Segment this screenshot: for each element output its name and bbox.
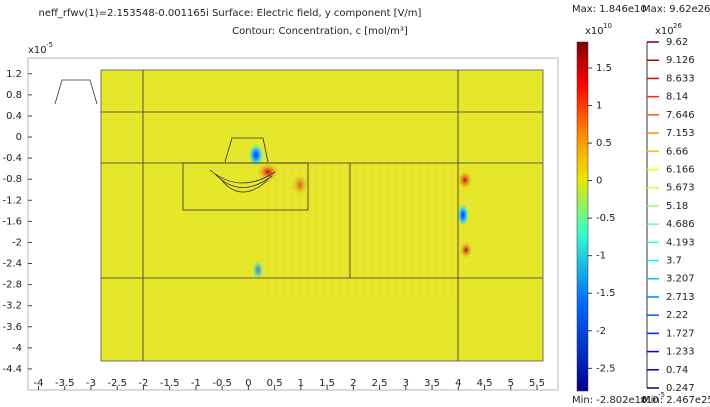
y-tick-label: -2.4: [2, 259, 22, 270]
y-tick-label: 0.8: [6, 90, 22, 101]
x-tick-label: -2: [138, 378, 148, 389]
colorbar-tick-label: 1: [596, 101, 602, 112]
colorbar-tick-label: 9.62: [666, 37, 688, 48]
x-tick-label: 1: [298, 378, 304, 389]
colorbar-tick-label: 0: [596, 176, 602, 187]
x-tick-label: -3.5: [55, 378, 75, 389]
colorbar-tick-label: 1.5: [596, 63, 612, 74]
colorbar-tick-label: 3.207: [666, 274, 695, 285]
colorbar-tick-label: -0.5: [596, 213, 616, 224]
x-tick-label: 5: [508, 378, 514, 389]
chart: neff_rfwv(1)=2.153548-0.001165i Surface:…: [0, 0, 710, 407]
x-tick-label: 3: [403, 378, 409, 389]
colorbar-tick-label: 5.673: [666, 183, 695, 194]
x-tick-label: -0.5: [212, 378, 232, 389]
x-tick-label: -2.5: [107, 378, 127, 389]
y-tick-label: -1.2: [2, 195, 22, 206]
colorbar: [577, 42, 588, 391]
colorbar-tick-label: -1: [596, 251, 606, 262]
y-tick-label: -2: [12, 237, 22, 248]
x-tick-label: 2: [350, 378, 356, 389]
colorbar-min: Min: -2.802e10: [572, 395, 647, 406]
field: [55, 70, 543, 361]
x-tick-label: 3.5: [424, 378, 440, 389]
y-tick-label: -2.8: [2, 280, 22, 291]
y-tick-label: -0.8: [2, 174, 22, 185]
colorbar-tick-label: 0.5: [596, 138, 612, 149]
colorbar-tick-label: 0.74: [666, 365, 688, 376]
colorbar-max: Max: 1.846e10: [572, 4, 647, 15]
colorbar-tick-label: -2: [596, 326, 606, 337]
x-tick-label: -1: [191, 378, 201, 389]
colorbar-max: Max: 9.62e26: [642, 4, 710, 15]
colorbar-tick-label: 8.633: [666, 73, 695, 84]
x-tick-label: -4: [34, 378, 44, 389]
y-tick-label: -4.4: [2, 364, 22, 375]
colorbar-tick-label: 7.153: [666, 128, 695, 139]
x-tick-label: 2.5: [372, 378, 388, 389]
x-tick-label: 0: [245, 378, 251, 389]
colorbar-tick-label: 0.247: [666, 383, 695, 394]
y-tick-label: -3.6: [2, 322, 22, 333]
colorbar-tick-label: 5.18: [666, 201, 688, 212]
y-tick-label: -3.2: [2, 301, 22, 312]
colorbar-tick-label: 1.233: [666, 347, 695, 358]
x-tick-label: 4.5: [477, 378, 493, 389]
colorbar-exponent: 26: [673, 22, 682, 30]
y-tick-label: -4: [12, 343, 22, 354]
title: neff_rfwv(1)=2.153548-0.001165i Surface:…: [39, 8, 422, 19]
colorbar-multiplier: x10: [655, 26, 674, 37]
colorbar-tick-label: 9.126: [666, 55, 695, 66]
colorbar-exponent: 10: [603, 22, 612, 30]
colorbar-tick-label: 2.22: [666, 310, 688, 321]
colorbar-tick-label: 6.166: [666, 164, 695, 175]
subtitle: Contour: Concentration, c [mol/m³]: [232, 26, 408, 37]
x-tick-label: 0.5: [267, 378, 283, 389]
x-tick-label: 4: [455, 378, 461, 389]
x-tick-label: -3: [86, 378, 96, 389]
colorbar-tick-label: -2.5: [596, 363, 616, 374]
y-tick-label: 0.4: [6, 111, 22, 122]
colorbar-tick-label: 2.713: [666, 292, 695, 303]
colorbar-tick-label: 3.7: [666, 256, 682, 267]
colorbar-tick-label: 4.686: [666, 219, 695, 230]
y-exponent: -5: [46, 41, 53, 49]
colorbar-tick-label: 1.727: [666, 328, 695, 339]
colorbar-tick-label: 8.14: [666, 92, 688, 103]
colorbar-tick-label: 7.646: [666, 110, 695, 121]
y-tick-label: -1.6: [2, 216, 22, 227]
y-tick-label: 1.2: [6, 69, 22, 80]
x-tick-label: 1.5: [319, 378, 335, 389]
x-tick-label: -1.5: [160, 378, 180, 389]
colorbar-tick-label: 6.66: [666, 146, 688, 157]
x-tick-label: 5.5: [529, 378, 545, 389]
colorbar-min: Min: 2.467e25: [642, 395, 710, 406]
colorbar-tick-label: 4.193: [666, 237, 695, 248]
y-tick-label: -0.4: [2, 153, 22, 164]
y-multiplier: x10: [28, 45, 47, 56]
colorbar-tick-label: -1.5: [596, 288, 616, 299]
colorbar-multiplier: x10: [585, 26, 604, 37]
y-tick-label: 0: [16, 132, 22, 143]
